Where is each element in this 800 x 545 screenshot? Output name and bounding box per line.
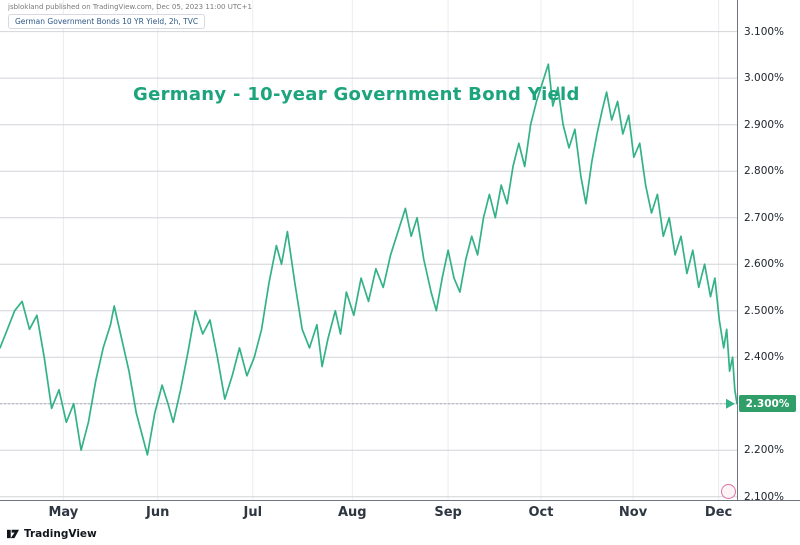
tradingview-logo-icon (7, 529, 20, 539)
y-axis-label: 2.800% (744, 165, 785, 178)
y-axis-label: 2.900% (744, 118, 785, 131)
x-axis-label: Dec (704, 505, 733, 520)
y-axis-label: 2.200% (744, 444, 785, 457)
published-attribution: jsblokland published on TradingView.com,… (8, 3, 252, 11)
x-axis-label: May (48, 505, 79, 520)
series-legend[interactable]: German Government Bonds 10 YR Yield, 2h,… (8, 14, 206, 29)
chart-canvas[interactable] (0, 0, 737, 500)
time-axis-border (0, 500, 800, 501)
y-axis-label: 2.700% (744, 211, 785, 224)
alert-bubble-icon[interactable] (721, 484, 736, 499)
x-axis-label: Nov (618, 505, 648, 520)
tradingview-logo-text: TradingView (24, 527, 97, 540)
y-axis-label: 2.100% (744, 490, 785, 503)
y-axis-label: 2.600% (744, 258, 785, 271)
y-axis-label: 3.000% (744, 72, 785, 85)
last-price-label: 2.300% (739, 395, 796, 413)
price-axis[interactable]: 3.100% 3.000% 2.900% 2.800% 2.700% 2.600% 2.50… (737, 0, 800, 503)
time-axis[interactable]: May Jun Jul Aug Sep Oct Nov Dec (0, 500, 737, 524)
chart-plot-area[interactable] (0, 0, 737, 500)
y-axis-label: 3.100% (744, 25, 785, 38)
x-axis-label: Oct (528, 505, 554, 520)
y-axis-label: 2.400% (744, 351, 785, 364)
last-price-arrow-icon (726, 398, 735, 409)
series-line[interactable] (0, 63, 737, 456)
x-axis-label: Sep (434, 505, 462, 520)
tradingview-logo[interactable]: TradingView (7, 527, 97, 540)
chart-title: Germany - 10-year Government Bond Yield (133, 84, 580, 105)
x-axis-label: Jul (243, 505, 263, 520)
x-axis-label: Jun (146, 505, 170, 520)
x-axis-label: Aug (337, 505, 367, 520)
y-axis-label: 2.500% (744, 304, 785, 317)
